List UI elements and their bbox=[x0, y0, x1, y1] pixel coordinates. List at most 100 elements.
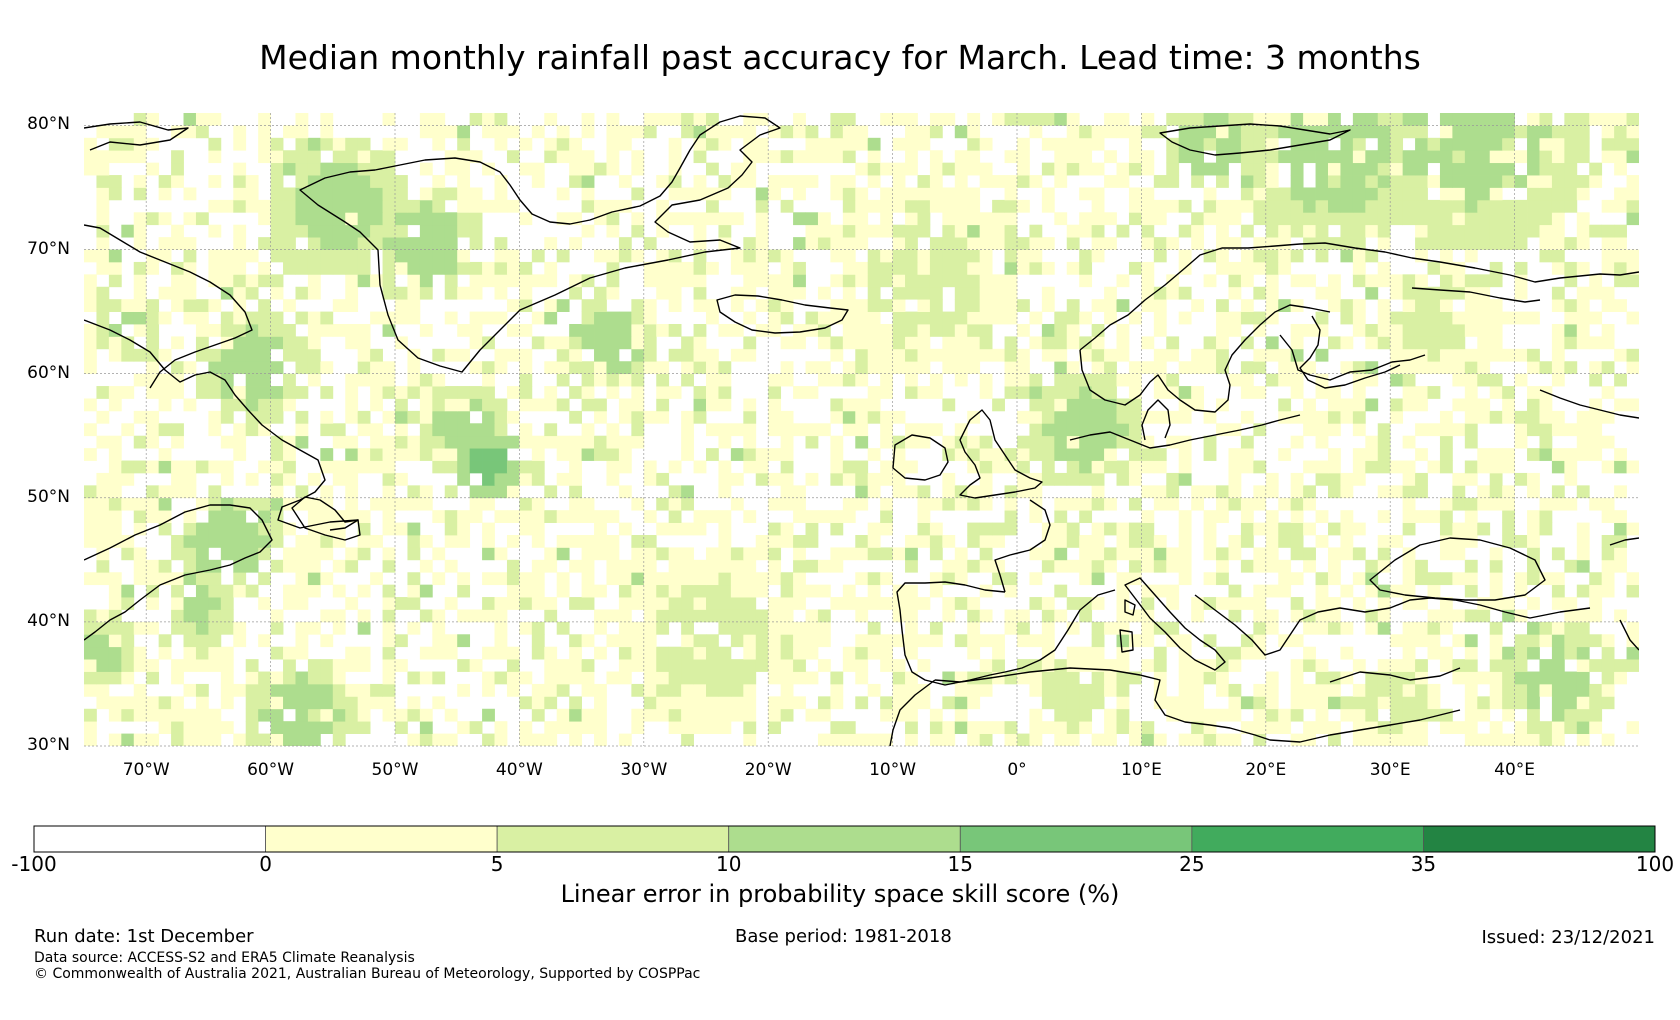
grid-cell bbox=[531, 336, 545, 350]
grid-cell bbox=[1477, 125, 1491, 139]
grid-cell bbox=[1489, 274, 1503, 288]
grid-cell bbox=[357, 460, 371, 474]
grid-cell bbox=[519, 696, 533, 710]
grid-cell bbox=[867, 634, 881, 648]
grid-cell bbox=[1464, 696, 1478, 710]
grid-cell bbox=[1564, 113, 1578, 126]
grid-cell bbox=[506, 460, 520, 474]
grid-cell bbox=[357, 224, 371, 238]
grid-cell bbox=[917, 423, 931, 437]
grid-cell bbox=[245, 522, 259, 536]
grid-cell bbox=[1017, 324, 1030, 337]
grid-cell bbox=[1041, 324, 1055, 337]
grid-cell bbox=[482, 336, 495, 350]
grid-cell bbox=[905, 274, 918, 288]
grid-cell bbox=[1253, 584, 1267, 598]
grid-cell bbox=[1091, 398, 1105, 412]
grid-cell bbox=[1502, 386, 1515, 399]
grid-cell bbox=[245, 721, 259, 734]
grid-cell bbox=[482, 572, 495, 586]
grid-cell bbox=[519, 162, 533, 176]
grid-cell bbox=[618, 249, 632, 263]
grid-cell bbox=[1240, 199, 1254, 213]
grid-cell bbox=[220, 721, 234, 734]
grid-cell bbox=[830, 721, 844, 734]
grid-cell bbox=[979, 535, 993, 548]
grid-cell bbox=[917, 125, 931, 139]
grid-cell bbox=[905, 311, 918, 325]
grid-cell bbox=[855, 336, 869, 350]
grid-cell bbox=[1464, 435, 1478, 449]
grid-cell bbox=[432, 435, 446, 449]
grid-cell bbox=[345, 435, 359, 449]
colorbar-tick-label: 35 bbox=[1410, 852, 1437, 876]
grid-cell bbox=[494, 398, 508, 412]
grid-cell bbox=[1489, 472, 1503, 486]
grid-cell bbox=[1452, 547, 1466, 561]
grid-cell bbox=[146, 249, 160, 263]
grid-cell bbox=[880, 162, 893, 176]
grid-cell bbox=[494, 113, 508, 126]
grid-cell bbox=[1352, 721, 1366, 734]
grid-cell bbox=[1527, 224, 1540, 238]
grid-cell bbox=[1141, 199, 1155, 213]
grid-cell bbox=[942, 472, 956, 486]
grid-cell bbox=[494, 125, 508, 139]
grid-cell bbox=[1091, 435, 1105, 449]
grid-cell bbox=[1328, 398, 1341, 412]
grid-cell bbox=[656, 249, 670, 263]
grid-cell bbox=[1328, 522, 1341, 536]
grid-cell bbox=[1626, 572, 1639, 586]
grid-cell bbox=[1004, 175, 1018, 188]
grid-cell bbox=[1340, 535, 1354, 548]
grid-cell bbox=[805, 311, 819, 325]
grid-cell bbox=[581, 398, 595, 412]
grid-cell bbox=[332, 708, 346, 722]
grid-cell bbox=[407, 584, 421, 598]
grid-cell bbox=[967, 286, 981, 300]
grid-cell bbox=[1303, 621, 1316, 635]
grid-cell bbox=[992, 659, 1005, 672]
grid-cell bbox=[1166, 237, 1180, 250]
grid-cell bbox=[1290, 373, 1304, 387]
grid-cell bbox=[768, 249, 782, 263]
grid-cell bbox=[954, 634, 968, 648]
grid-cell bbox=[1551, 448, 1565, 461]
grid-cell bbox=[867, 597, 881, 610]
grid-cell bbox=[357, 683, 371, 697]
grid-cell bbox=[258, 299, 271, 312]
grid-cell bbox=[979, 175, 993, 188]
grid-cell bbox=[805, 510, 819, 523]
grid-cell bbox=[345, 708, 359, 722]
grid-cell bbox=[594, 162, 607, 176]
grid-cell bbox=[1091, 448, 1105, 461]
grid-cell bbox=[1091, 460, 1105, 474]
grid-cell bbox=[643, 125, 657, 139]
grid-cell bbox=[258, 572, 271, 586]
grid-cell bbox=[245, 733, 259, 746]
grid-cell bbox=[1116, 410, 1130, 424]
grid-cell bbox=[1328, 286, 1341, 300]
grid-cell bbox=[768, 373, 782, 387]
grid-cell bbox=[133, 237, 147, 250]
grid-cell bbox=[469, 423, 483, 437]
grid-cell bbox=[1365, 187, 1379, 201]
grid-cell bbox=[419, 373, 433, 387]
grid-cell bbox=[357, 522, 371, 536]
grid-cell bbox=[108, 336, 122, 350]
grid-cell bbox=[395, 237, 408, 250]
grid-cell bbox=[1265, 286, 1279, 300]
grid-cell bbox=[668, 249, 682, 263]
grid-cell bbox=[407, 547, 421, 561]
grid-cell bbox=[1278, 721, 1292, 734]
grid-cell bbox=[1390, 286, 1404, 300]
grid-cell bbox=[457, 634, 471, 648]
grid-cell bbox=[656, 522, 670, 536]
grid-cell bbox=[668, 659, 682, 672]
grid-cell bbox=[506, 274, 520, 288]
grid-cell bbox=[954, 572, 968, 586]
grid-cell bbox=[1365, 199, 1379, 213]
grid-cell bbox=[929, 348, 943, 362]
grid-cell bbox=[1340, 199, 1354, 213]
grid-cell bbox=[395, 659, 408, 672]
